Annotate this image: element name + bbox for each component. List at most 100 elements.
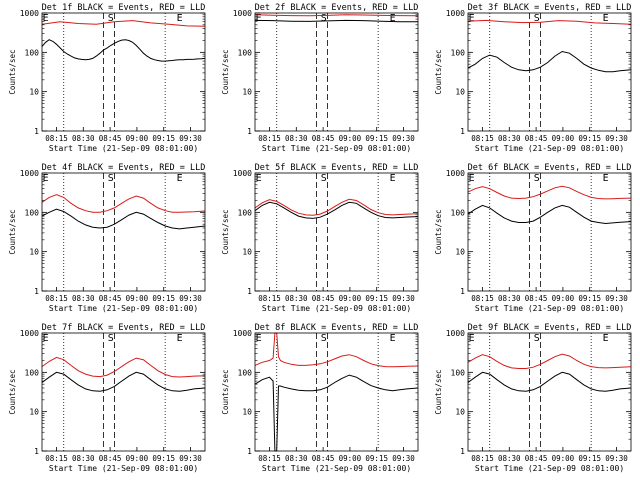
- x-tick-label: 08:30: [285, 454, 308, 463]
- x-tick-label: 09:00: [339, 294, 362, 303]
- lld-series-line: [254, 14, 419, 17]
- panel-title: Det 1f BLACK = Events, RED = LLD: [42, 3, 206, 13]
- panel-title: Det 7f BLACK = Events, RED = LLD: [42, 323, 206, 333]
- events-series-line: [467, 371, 632, 392]
- event-marker-label: E: [390, 13, 396, 24]
- event-marker-label: E: [256, 13, 262, 24]
- event-marker-label: S: [108, 13, 114, 24]
- y-tick-label: 100: [25, 368, 40, 377]
- plot-frame: [467, 172, 632, 292]
- x-axis-label: Start Time (21-Sep-09 08:01:00): [475, 144, 624, 153]
- y-tick-label: 10: [242, 248, 252, 257]
- y-tick-label: 100: [451, 368, 466, 377]
- x-tick-label: 09:00: [552, 294, 575, 303]
- y-tick-label: 1: [34, 127, 39, 136]
- y-tick-label: 1: [34, 447, 39, 456]
- x-tick-label: 09:00: [339, 454, 362, 463]
- y-axis-label: Counts/sec: [8, 49, 17, 94]
- y-tick-label: 10: [29, 88, 39, 97]
- events-series-line: [254, 19, 418, 23]
- x-tick-label: 08:30: [498, 454, 521, 463]
- x-axis-label: Start Time (21-Sep-09 08:01:00): [262, 144, 411, 153]
- x-tick-label: 09:15: [365, 454, 388, 463]
- y-tick-label: 10: [455, 408, 465, 417]
- x-tick-label: 08:15: [258, 134, 281, 143]
- x-tick-label: 08:15: [45, 134, 68, 143]
- x-tick-label: 09:00: [126, 294, 149, 303]
- y-tick-label: 100: [238, 368, 253, 377]
- event-marker-label: E: [43, 333, 49, 344]
- events-series-line: [254, 201, 419, 219]
- y-tick-label: 1000: [446, 169, 465, 178]
- y-tick-label: 10: [242, 88, 252, 97]
- event-marker-label: S: [321, 13, 327, 24]
- lld-series-line: [467, 185, 632, 200]
- event-marker-label: E: [390, 173, 396, 184]
- panel-title: Det 8f BLACK = Events, RED = LLD: [255, 323, 419, 333]
- events-series-line: [467, 50, 632, 73]
- x-tick-label: 08:45: [99, 134, 122, 143]
- x-tick-label: 08:15: [258, 454, 281, 463]
- y-tick-label: 1: [247, 287, 252, 296]
- x-tick-label: 08:30: [72, 454, 95, 463]
- event-marker-label: E: [469, 173, 475, 184]
- event-marker-label: S: [534, 13, 540, 24]
- y-tick-label: 100: [238, 48, 253, 57]
- events-series-line: [41, 208, 206, 230]
- y-tick-label: 100: [25, 48, 40, 57]
- x-tick-label: 08:30: [498, 294, 521, 303]
- x-tick-label: 08:30: [72, 294, 95, 303]
- y-tick-label: 1000: [446, 329, 465, 338]
- x-tick-label: 09:00: [126, 454, 149, 463]
- y-tick-label: 1: [34, 287, 39, 296]
- event-marker-label: S: [321, 173, 327, 184]
- x-tick-label: 08:15: [45, 454, 68, 463]
- y-tick-label: 1: [460, 447, 465, 456]
- x-axis-label: Start Time (21-Sep-09 08:01:00): [49, 144, 198, 153]
- y-axis-label: Counts/sec: [221, 49, 230, 94]
- x-tick-label: 08:30: [72, 134, 95, 143]
- panel-title: Det 9f BLACK = Events, RED = LLD: [468, 323, 632, 333]
- y-tick-label: 1000: [233, 169, 252, 178]
- x-tick-label: 09:00: [339, 134, 362, 143]
- x-tick-label: 09:15: [578, 454, 601, 463]
- x-tick-label: 08:45: [525, 294, 548, 303]
- lld-series-line: [254, 198, 419, 216]
- x-tick-label: 08:15: [45, 294, 68, 303]
- x-tick-label: 09:15: [152, 294, 175, 303]
- plot-frame: [41, 332, 206, 452]
- event-marker-label: S: [321, 333, 327, 344]
- x-tick-label: 09:15: [578, 134, 601, 143]
- lld-series-line: [41, 194, 206, 213]
- panel-title: Det 6f BLACK = Events, RED = LLD: [468, 163, 632, 173]
- x-tick-label: 08:45: [99, 294, 122, 303]
- x-tick-label: 08:45: [312, 454, 335, 463]
- x-tick-label: 08:30: [285, 294, 308, 303]
- event-marker-label: E: [177, 173, 183, 184]
- lld-series-line: [467, 353, 632, 369]
- x-axis-label: Start Time (21-Sep-09 08:01:00): [262, 464, 411, 473]
- x-tick-label: 09:30: [605, 134, 628, 143]
- y-tick-label: 1000: [20, 329, 39, 338]
- plot-frame: [41, 172, 206, 292]
- y-tick-label: 1: [460, 127, 465, 136]
- event-marker-label: S: [108, 333, 114, 344]
- y-axis-label: Counts/sec: [434, 369, 443, 414]
- event-marker-label: E: [43, 173, 49, 184]
- y-tick-label: 10: [455, 88, 465, 97]
- x-tick-label: 09:15: [578, 294, 601, 303]
- events-series-line: [41, 371, 206, 392]
- event-marker-label: E: [603, 173, 609, 184]
- y-tick-label: 1: [247, 127, 252, 136]
- events-series-line: [254, 374, 419, 452]
- plot-frame: [467, 332, 632, 452]
- x-tick-label: 09:15: [152, 454, 175, 463]
- x-axis-label: Start Time (21-Sep-09 08:01:00): [49, 304, 198, 313]
